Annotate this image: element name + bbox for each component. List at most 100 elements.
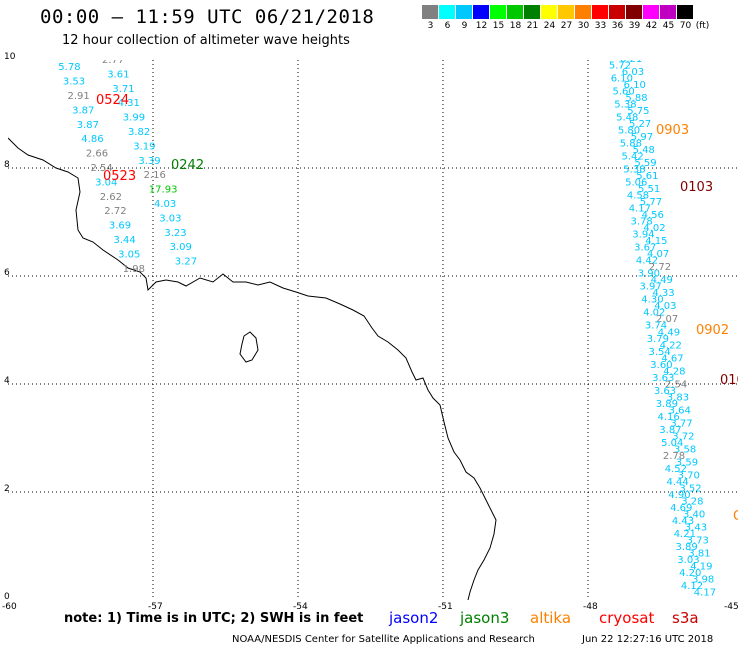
wave-height-value: 4.49 [658, 327, 680, 338]
wave-height-value: 5.88 [625, 93, 647, 104]
wave-height-value: 4.49 [651, 275, 673, 286]
wave-height-value: 4.12 [681, 581, 703, 592]
track-time-label: 010 [720, 373, 738, 388]
wave-height-value: 4.44 [667, 477, 689, 488]
legend-label: 45 [662, 21, 675, 31]
wave-height-value: 3.89 [676, 542, 698, 553]
lon-tick-51: -51 [438, 602, 453, 612]
wave-height-value: 3.27 [175, 257, 197, 268]
wave-height-value: 6.03 [622, 67, 644, 78]
track-time-label: 0241 [136, 60, 169, 64]
wave-height-value: 3.90 [638, 269, 660, 280]
wave-height-value: 6.21 [620, 60, 642, 65]
legend-swatch [643, 5, 660, 19]
wave-height-value: 4.03 [654, 301, 676, 312]
track-time-labels: 0241 0524 0242 0523 0903 0103 0902 010 C [96, 60, 738, 524]
legend-label: 9 [461, 21, 468, 31]
wave-height-value: 3.72 [672, 431, 694, 442]
legend-label: 36 [611, 21, 624, 31]
track-time-label: 0523 [103, 169, 136, 184]
legend-swatch [541, 5, 558, 19]
wave-height-value: 5.59 [634, 158, 656, 169]
wave-height-value: 3.87 [77, 120, 99, 131]
wave-height-value: 4.30 [641, 295, 663, 306]
wave-height-value: 4.02 [643, 223, 665, 234]
wave-height-value: 3.03 [159, 213, 181, 224]
wave-height-value: 6.10 [611, 74, 633, 85]
legend-label: 18 [509, 21, 522, 31]
footer-note: note: 1) Time is in UTC; 2) SWH is in fe… [64, 611, 364, 626]
wave-height-value: 2.91 [68, 91, 90, 102]
legend-swatch [473, 5, 490, 19]
sat-s3a: s3a [672, 609, 699, 627]
wave-height-value: 4.90 [668, 490, 690, 501]
credit-line: NOAA/NESDIS Center for Satellite Applica… [232, 634, 535, 645]
wave-height-value: 4.58 [627, 191, 649, 202]
lat-tick-4: 4 [4, 376, 10, 386]
coastline [8, 137, 497, 600]
wave-height-value: 3.60 [650, 360, 672, 371]
sat-jason2: jason2 [389, 609, 439, 627]
wave-height-value: 3.58 [674, 444, 696, 455]
wave-height-value: 4.21 [674, 529, 696, 540]
wave-height-value: 2.72 [104, 206, 126, 217]
legend-swatch [626, 5, 643, 19]
legend-label: 39 [628, 21, 641, 31]
wave-height-value: 3.77 [670, 418, 692, 429]
legend-swatch [439, 5, 456, 19]
wave-height-value: 5.60 [613, 87, 635, 98]
wave-height-value: 3.44 [114, 235, 136, 246]
wave-height-value: 2.54 [665, 379, 687, 390]
wave-height-value: 3.78 [631, 217, 653, 228]
lon-tick-60: -60 [2, 602, 17, 612]
legend-swatch [609, 5, 626, 19]
wave-height-value: 3.67 [634, 243, 656, 254]
wave-height-value: 3.82 [128, 127, 150, 138]
wave-height-value: 5.48 [616, 113, 638, 124]
wave-height-value: 6.10 [624, 80, 646, 91]
legend-label: 33 [594, 21, 607, 31]
wave-height-value: 4.31 [118, 98, 140, 109]
wave-height-value: 2.16 [144, 170, 166, 181]
wave-height-value: 2.54 [91, 163, 113, 174]
wave-height-value: 3.97 [640, 282, 662, 293]
wave-height-value: 4.43 [672, 516, 694, 527]
wave-height-value: 3.54 [649, 347, 671, 358]
wave-height-value: 5.04 [661, 438, 683, 449]
wave-height-value: 5.38 [614, 100, 636, 111]
wave-height-value: 2.72 [649, 262, 671, 273]
wave-height-value: 3.79 [647, 334, 669, 345]
wave-height-value: 3.63 [652, 373, 674, 384]
wave-height-value: 3.74 [645, 321, 667, 332]
wave-height-value: 3.28 [681, 496, 703, 507]
wave-height-value: 3.39 [138, 156, 160, 167]
wave-height-value: 2.78 [663, 451, 685, 462]
wave-height-value: 1.98 [123, 264, 145, 275]
wave-height-value: 3.81 [688, 548, 710, 559]
track-time-label: 0903 [656, 123, 689, 138]
wave-height-value: 3.19 [133, 141, 155, 152]
legend-swatch [507, 5, 524, 19]
lat-tick-2: 2 [4, 484, 10, 494]
wave-height-value: 3.94 [632, 230, 654, 241]
legend-label: 42 [645, 21, 658, 31]
wave-height-value: 4.15 [645, 236, 667, 247]
wave-height-value: 4.19 [690, 561, 712, 572]
legend-swatch [422, 5, 439, 19]
wave-height-value: 3.83 [667, 392, 689, 403]
wave-height-value: 3.23 [164, 228, 186, 239]
legend-label: (ft) [695, 21, 710, 31]
wave-height-value: 5.75 [627, 106, 649, 117]
legend-label: 24 [543, 21, 556, 31]
wave-height-value: 4.56 [642, 210, 664, 221]
page-subtitle: 12 hour collection of altimeter wave hei… [62, 33, 350, 48]
lon-tick-57: -57 [148, 602, 163, 612]
left-track-values: 2.77 5.78 3.61 3.53 3.71 2.91 4.31 3.87 3.99 3.87… [58, 60, 197, 275]
wave-height-value: 4.17 [629, 204, 651, 215]
legend-label: 30 [577, 21, 590, 31]
wave-height-value: 4.28 [663, 366, 685, 377]
wave-height-value: 3.59 [676, 457, 698, 468]
wave-height-value: 3.87 [72, 105, 94, 116]
map-canvas: 2.77 5.78 3.61 3.53 3.71 2.91 4.31 3.87 3.99 3.87… [8, 60, 738, 600]
wave-height-value: 5.48 [633, 145, 655, 156]
